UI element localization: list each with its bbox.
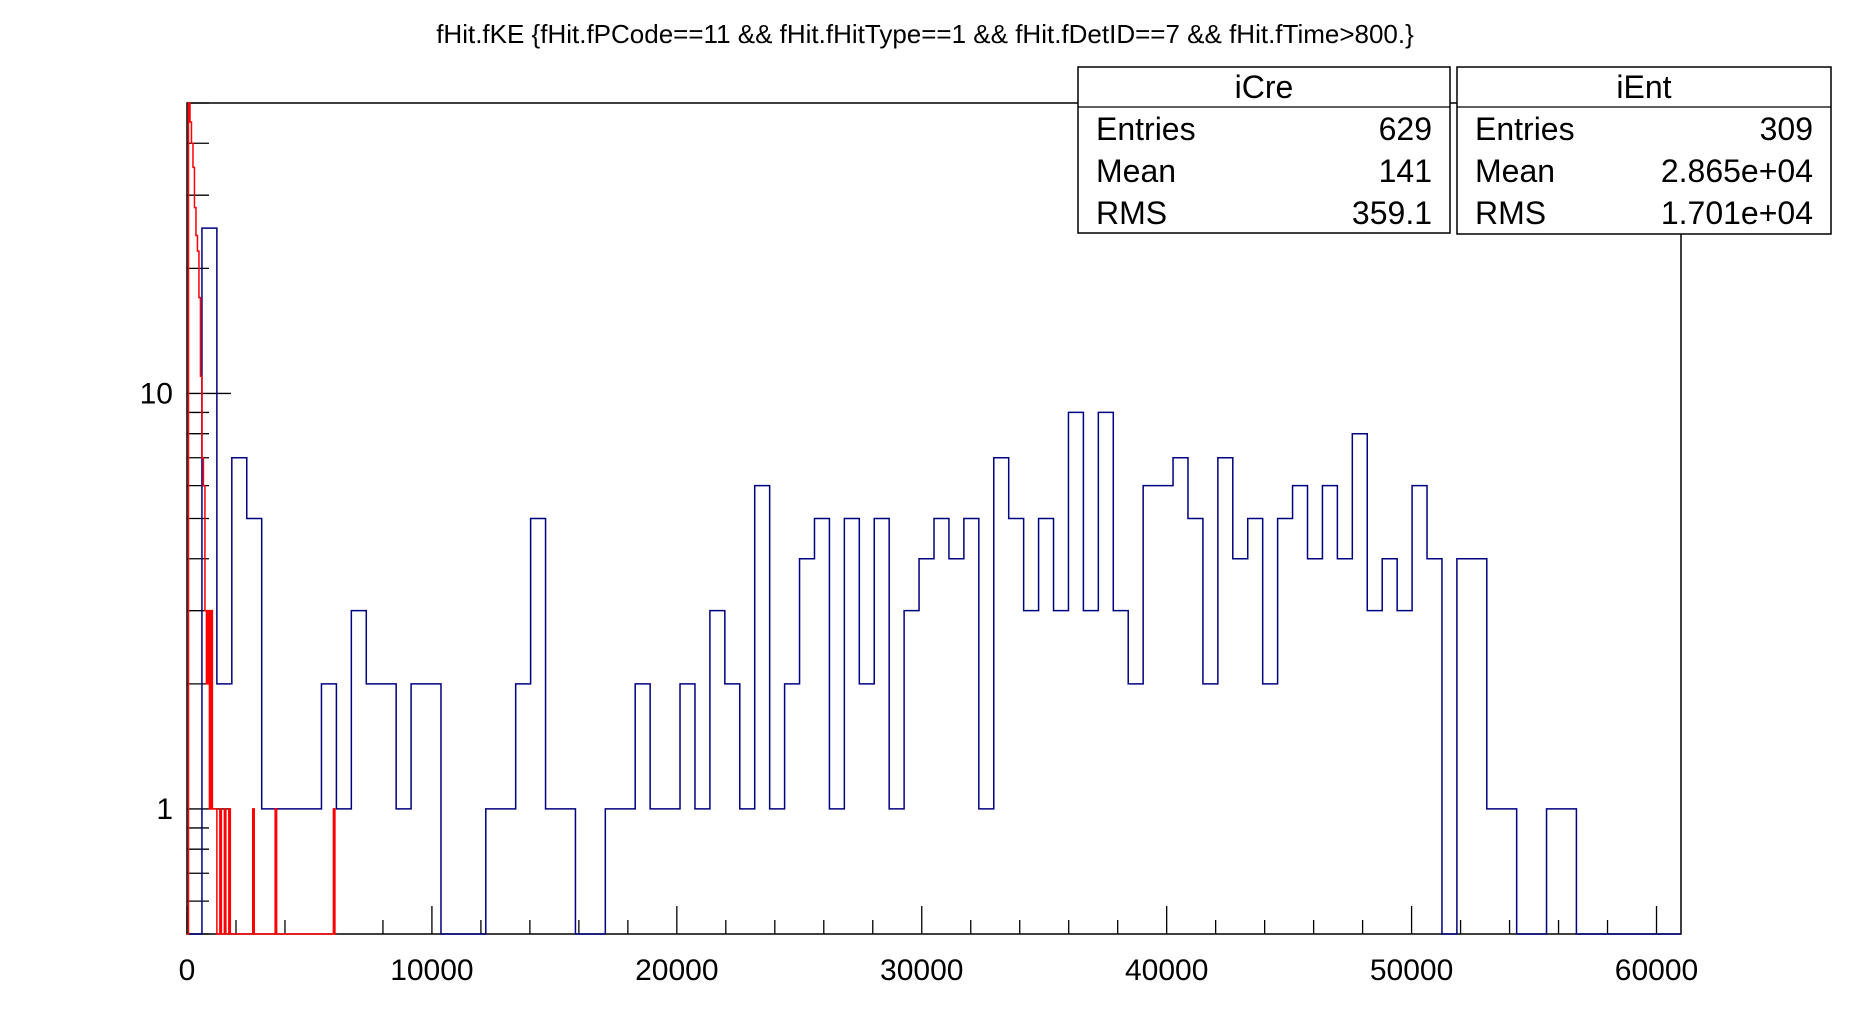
stats-row-label: Mean	[1096, 153, 1176, 189]
stats-row-label: RMS	[1096, 195, 1167, 231]
x-tick-label: 0	[179, 954, 196, 987]
x-axis: 0 10000 20000 30000 40000 50000 60000	[179, 906, 1698, 987]
x-tick-label: 30000	[880, 954, 963, 987]
stats-row-value: 141	[1379, 153, 1432, 189]
stats-row-label: RMS	[1475, 195, 1546, 231]
stats-row-value: 629	[1379, 111, 1432, 147]
stats-box-title: iEnt	[1616, 69, 1671, 105]
histogram-line-iEnt	[187, 227, 1681, 935]
series-layer	[187, 102, 1681, 935]
x-tick-label: 10000	[390, 954, 473, 987]
stats-row-value: 359.1	[1352, 195, 1432, 231]
series-iEnt	[187, 227, 1681, 935]
series-iCre	[187, 102, 337, 935]
x-tick-label: 50000	[1370, 954, 1453, 987]
stats-row-value: 2.865e+04	[1661, 153, 1813, 189]
chart-title: fHit.fKE {fHit.fPCode==11 && fHit.fHitTy…	[436, 19, 1414, 49]
y-tick-label: 10	[140, 377, 173, 410]
stats-row-value: 309	[1760, 111, 1813, 147]
histogram-line-iCre	[187, 102, 337, 935]
x-tick-label: 60000	[1615, 954, 1698, 987]
stats-row-label: Entries	[1096, 111, 1196, 147]
stats-layer: iCre Entries 629 Mean 141 RMS 359.1 iEnt Entries…	[1077, 66, 1832, 235]
x-tick-label: 40000	[1125, 954, 1208, 987]
stats-row-value: 1.701e+04	[1661, 195, 1813, 231]
x-tick-label: 20000	[635, 954, 718, 987]
stats-box-frame	[1077, 66, 1451, 234]
stats-row-label: Mean	[1475, 153, 1555, 189]
stats-box-iCre: iCre Entries 629 Mean 141 RMS 359.1	[1077, 66, 1451, 234]
stats-box-iEnt: iEnt Entries 309 Mean 2.865e+04 RMS 1.701e+04	[1456, 66, 1832, 235]
stats-box-title: iCre	[1235, 69, 1294, 105]
stats-box-frame	[1456, 66, 1832, 235]
stats-row-label: Entries	[1475, 111, 1575, 147]
y-tick-label: 1	[156, 793, 173, 826]
